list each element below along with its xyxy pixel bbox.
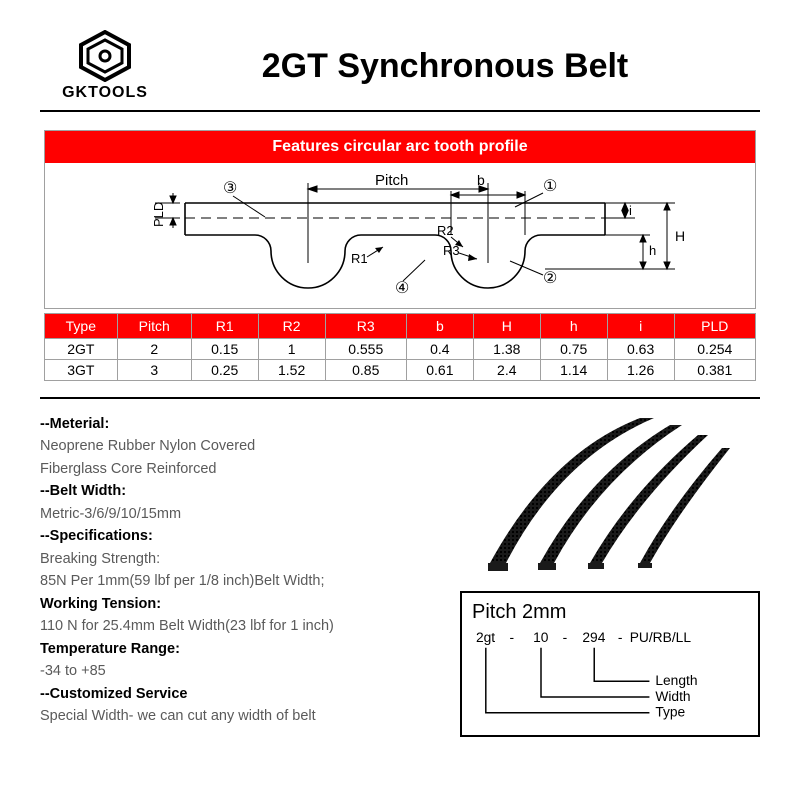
diagram-callout-2: ② [543, 270, 557, 287]
temp-line: -34 to +85 [40, 660, 450, 682]
belt-strips-icon [460, 413, 760, 583]
material-line-1: Neoprene Rubber Nylon Covered [40, 435, 450, 457]
break-line: 85N Per 1mm(59 lbf per 1/8 inch)Belt Wid… [40, 570, 450, 592]
temp-heading: Temperature Range: [40, 638, 450, 660]
code-label-width: Width [655, 689, 690, 704]
code-diagram: 2gt - 10 - 294 - PU/RB/LL Length Width T… [472, 628, 748, 722]
table-header: H [473, 314, 540, 339]
table-header: h [540, 314, 607, 339]
diagram-callout-1: ① [543, 178, 557, 195]
code-label-type: Type [655, 705, 685, 720]
code-part-length: 294 [582, 630, 605, 645]
specs-text: --Meterial: Neoprene Rubber Nylon Covere… [40, 413, 450, 737]
table-header: R1 [191, 314, 258, 339]
hex-logo-icon [75, 30, 135, 82]
beltwidth-line: Metric-3/6/9/10/15mm [40, 503, 450, 525]
diagram-label-r3: R3 [443, 243, 460, 258]
material-heading: --Meterial: [40, 413, 450, 435]
spec-table: TypePitchR1R2R3bHhiPLD 2GT20.1510.5550.4… [44, 313, 756, 381]
beltwidth-heading: --Belt Width: [40, 480, 450, 502]
code-box: Pitch 2mm 2gt - 10 - 294 - PU/RB/LL Leng… [460, 591, 760, 737]
custom-heading: --Customized Service [40, 683, 450, 705]
diagram-label-H: H [675, 228, 685, 244]
table-header: Pitch [117, 314, 191, 339]
svg-text:-: - [563, 630, 568, 645]
tension-line: 110 N for 25.4mm Belt Width(23 lbf for 1… [40, 615, 450, 637]
tension-heading: Working Tension: [40, 593, 450, 615]
svg-text:-: - [618, 630, 623, 645]
code-part-width: 10 [533, 630, 549, 645]
diagram-callout-4: ④ [395, 280, 409, 297]
diagram-label-r2: R2 [437, 223, 454, 238]
break-heading: Breaking Strength: [40, 548, 450, 570]
diagram-label-pld: PLD [151, 202, 166, 227]
code-part-material: PU/RB/LL [630, 630, 692, 645]
table-row: 2GT20.1510.5550.41.380.750.630.254 [45, 339, 756, 360]
code-label-length: Length [655, 673, 697, 688]
table-header: b [406, 314, 473, 339]
table-header: Type [45, 314, 118, 339]
table-header: R2 [258, 314, 325, 339]
tooth-profile-diagram: PLD Pitch [45, 163, 755, 308]
table-header: i [607, 314, 674, 339]
diagram-label-b: b [477, 172, 485, 188]
table-header: PLD [674, 314, 755, 339]
lower-section: --Meterial: Neoprene Rubber Nylon Covere… [40, 413, 760, 737]
feature-header: Features circular arc tooth profile [45, 131, 755, 163]
divider [40, 397, 760, 399]
right-column: Pitch 2mm 2gt - 10 - 294 - PU/RB/LL Leng… [460, 413, 760, 737]
svg-text:-: - [509, 630, 514, 645]
diagram-label-pitch: Pitch [375, 172, 408, 189]
table-row: 3GT30.251.520.850.612.41.141.260.381 [45, 360, 756, 381]
code-title: Pitch 2mm [472, 601, 748, 624]
diagram-label-h: h [649, 243, 656, 258]
material-line-2: Fiberglass Core Reinforced [40, 458, 450, 480]
feature-box: Features circular arc tooth profile PLD [44, 130, 756, 309]
diagram-label-r1: R1 [351, 251, 368, 266]
page-title: 2GT Synchronous Belt [170, 47, 760, 86]
logo-block: GKTOOLS [40, 30, 170, 102]
diagram-label-i: i [629, 203, 632, 218]
custom-line: Special Width- we can cut any width of b… [40, 705, 450, 727]
brand-name: GKTOOLS [62, 84, 148, 102]
spec-heading: --Specifications: [40, 525, 450, 547]
table-header: R3 [325, 314, 406, 339]
diagram-callout-3: ③ [223, 180, 237, 197]
code-part-type: 2gt [476, 630, 495, 645]
header: GKTOOLS 2GT Synchronous Belt [40, 30, 760, 112]
